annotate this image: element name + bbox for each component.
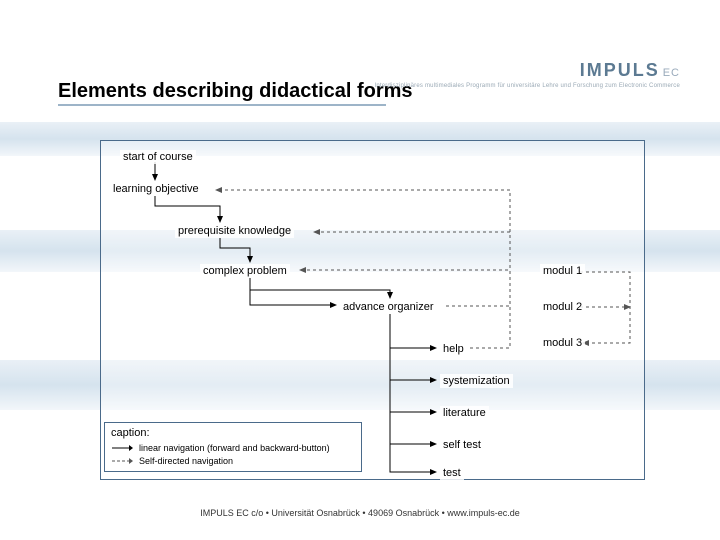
caption-box: caption: linear navigation (forward and … <box>104 422 362 472</box>
node-mod2: modul 2 <box>540 300 585 314</box>
dashed-arrow-icon <box>111 457 133 465</box>
logo: IMPULSEC Interdisziplinäres multimediale… <box>374 60 680 89</box>
caption-title: caption: <box>111 427 355 439</box>
node-test: test <box>440 466 464 480</box>
node-prereq: prerequisite knowledge <box>175 224 294 238</box>
node-mod1: modul 1 <box>540 264 585 278</box>
solid-arrow-icon <box>111 444 133 452</box>
caption-text-0: linear navigation (forward and backward-… <box>139 442 330 455</box>
caption-row-1: Self-directed navigation <box>111 455 355 468</box>
node-selftest: self test <box>440 438 484 452</box>
logo-main: IMPULS <box>580 60 660 80</box>
node-help: help <box>440 342 467 356</box>
node-system: systemization <box>440 374 513 388</box>
logo-subtitle: Interdisziplinäres multimediales Program… <box>374 83 680 89</box>
caption-row-0: linear navigation (forward and backward-… <box>111 442 355 455</box>
node-start: start of course <box>120 150 196 164</box>
node-literature: literature <box>440 406 489 420</box>
node-advance: advance organizer <box>340 300 437 314</box>
title-underline <box>58 104 386 106</box>
page-title: Elements describing didactical forms <box>58 80 413 103</box>
node-objective: learning objective <box>110 182 202 196</box>
footer: IMPULS EC c/o • Universität Osnabrück • … <box>0 508 720 518</box>
node-problem: complex problem <box>200 264 290 278</box>
caption-text-1: Self-directed navigation <box>139 455 233 468</box>
node-mod3: modul 3 <box>540 336 585 350</box>
logo-ec: EC <box>663 67 680 79</box>
